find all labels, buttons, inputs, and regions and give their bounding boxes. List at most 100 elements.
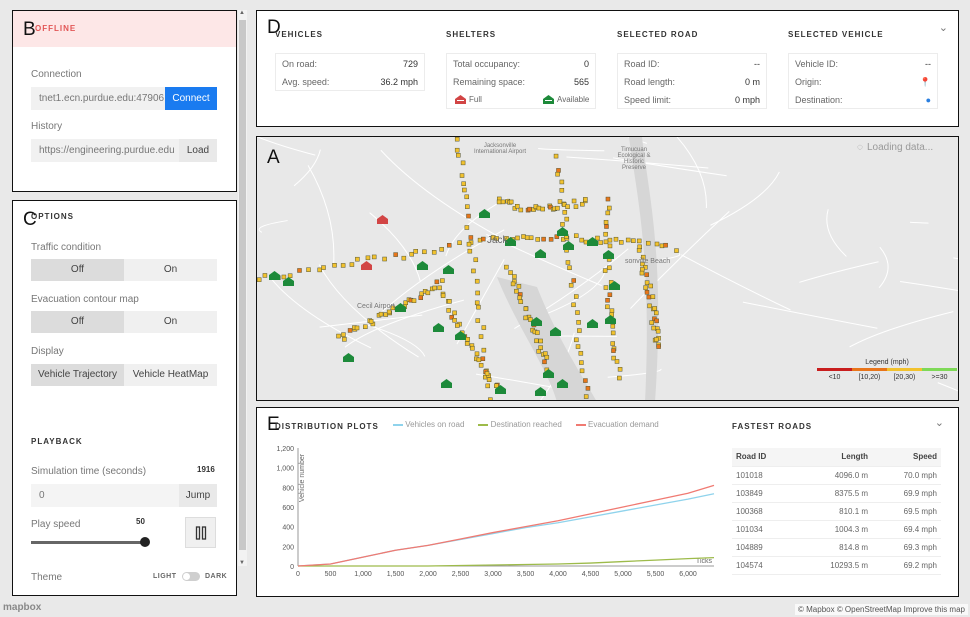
table-row[interactable]: 101018 4096.0 m 70.0 mph (732, 466, 941, 485)
vehicle-marker (541, 236, 546, 242)
table-row[interactable]: 100368 810.1 m 69.5 mph (732, 502, 941, 521)
play-speed-slider-knob[interactable] (140, 537, 151, 547)
map-label-jacksonville: Jack (487, 235, 508, 246)
vehicle-marker (605, 196, 611, 202)
shelter-available-icon (587, 319, 598, 328)
vehicle-marker (440, 293, 446, 298)
legend-series-2[interactable]: Evacuation demand (575, 420, 659, 429)
history-input[interactable]: https://engineering.purdue.edu (31, 139, 179, 162)
vehicle-marker (573, 204, 579, 209)
road-line (710, 171, 780, 226)
vehicle-marker (645, 240, 651, 246)
connection-status-bar: OFFLINE (13, 11, 236, 47)
shelter-available-icon (550, 327, 561, 336)
vehicle-marker (604, 224, 609, 229)
vehicle-marker (342, 337, 347, 342)
vehicle-marker (640, 254, 646, 260)
load-button[interactable]: Load (179, 139, 217, 162)
shelter-available-icon (603, 250, 614, 259)
scroll-up-icon[interactable]: ▲ (239, 10, 245, 16)
vehicle-marker (449, 315, 454, 320)
vehicle-marker (481, 236, 486, 242)
jump-button[interactable]: Jump (179, 484, 217, 507)
sidebar-scrollbar[interactable]: ▲ ▼ (238, 10, 247, 566)
vehicle-marker (462, 187, 467, 193)
legend-series-1[interactable]: Destination reached (478, 420, 562, 429)
vehicle-marker (452, 318, 457, 323)
vehicle-marker (564, 216, 570, 222)
table-row[interactable]: 103849 8375.5 m 69.9 mph (732, 484, 941, 503)
host-input[interactable]: tnet1.ecn.purdue.edu:47906 (31, 87, 165, 110)
road-line (258, 220, 288, 233)
vehicle-marker (411, 298, 417, 303)
vehicle-marker (654, 241, 660, 247)
table-row[interactable]: 104574 10293.5 m 69.2 mph (732, 556, 941, 575)
vehicle-id-row: Vehicle ID: -- (795, 59, 931, 69)
vehicle-marker (655, 328, 661, 334)
legend-color-0 (817, 368, 852, 371)
vehicle-marker (523, 306, 529, 312)
shelter-available-icon (443, 265, 454, 274)
vehicle-marker (643, 285, 648, 290)
play-speed-fill (31, 541, 146, 544)
shelter-available-icon (557, 227, 568, 236)
collapse-stats-chevron-icon[interactable]: ⌄ (938, 22, 948, 34)
vehicle-marker (640, 261, 645, 267)
legend-series-0[interactable]: Vehicles on road (393, 420, 464, 429)
vehicle-marker (401, 255, 407, 261)
vehicle-marker (481, 347, 487, 353)
traffic-on-button[interactable]: On (124, 259, 217, 281)
sim-time-label: Simulation time (seconds) (31, 466, 147, 477)
map-panel[interactable]: A Jacksonville International Airport Tim… (256, 136, 959, 401)
map-canvas[interactable] (257, 137, 959, 401)
display-heatmap-button[interactable]: Vehicle HeatMap (124, 364, 217, 386)
legend-ticks: <10 [10,20) [20,30) >=30 (817, 374, 957, 381)
vehicle-marker (554, 234, 560, 239)
legend-tick-0: <10 (828, 374, 841, 381)
vehicle-marker (422, 249, 427, 255)
pause-button[interactable] (185, 517, 216, 548)
vehicle-marker (459, 173, 465, 178)
table-row[interactable]: 101034 1004.3 m 69.4 mph (732, 520, 941, 539)
shelter-full-icon (377, 215, 388, 224)
x-tick-label: 3,000 (484, 571, 502, 578)
vehicle-marker (504, 264, 509, 270)
theme-toggle[interactable] (182, 572, 200, 581)
scroll-down-icon[interactable]: ▼ (239, 560, 245, 566)
vehicle-marker (583, 378, 588, 383)
vehicle-marker (475, 318, 481, 323)
sidebar-scrollbar-thumb[interactable] (239, 20, 246, 550)
vehicle-marker (363, 324, 368, 330)
vehicle-marker (650, 294, 656, 299)
vehicle-marker (544, 354, 550, 360)
connect-button[interactable]: Connect (165, 87, 217, 110)
x-axis-label: Ticks (696, 558, 713, 565)
vehicle-marker (603, 231, 608, 237)
display-trajectory-button[interactable]: Vehicle Trajectory (31, 364, 124, 386)
shelter-available-icon (609, 281, 620, 290)
vehicle-marker (663, 242, 668, 248)
vehicle-marker (607, 237, 613, 243)
table-row[interactable]: 104889 814.8 m 69.3 mph (732, 538, 941, 557)
vehicle-marker (517, 295, 522, 301)
contour-on-button[interactable]: On (124, 311, 217, 333)
road-line (307, 165, 335, 264)
map-attribution[interactable]: © Mapbox © OpenStreetMap Improve this ma… (795, 604, 968, 615)
vehicle-marker (475, 290, 480, 296)
vehicle-marker (470, 345, 475, 351)
legend-full: Full (455, 95, 482, 104)
map-label-beach: sonville Beach (625, 258, 671, 265)
x-tick-label: 6,000 (679, 571, 697, 578)
vehicle-marker (447, 243, 452, 248)
vehicle-marker (528, 235, 534, 241)
distribution-chart[interactable]: 0 200 400 600 800 1,000 1,200 0 500 1,000 1,500 2,0… (262, 438, 727, 598)
road-line (538, 147, 605, 152)
contour-off-button[interactable]: Off (31, 311, 124, 333)
play-speed-track[interactable] (31, 537, 151, 547)
collapse-fastest-chevron-icon[interactable]: ⌄ (934, 417, 944, 429)
display-toggle: Vehicle Trajectory Vehicle HeatMap (31, 364, 217, 386)
vehicle-marker (535, 237, 540, 242)
jump-input[interactable]: 0 (31, 484, 179, 507)
vehicle-marker (512, 274, 517, 279)
traffic-off-button[interactable]: Off (31, 259, 124, 281)
